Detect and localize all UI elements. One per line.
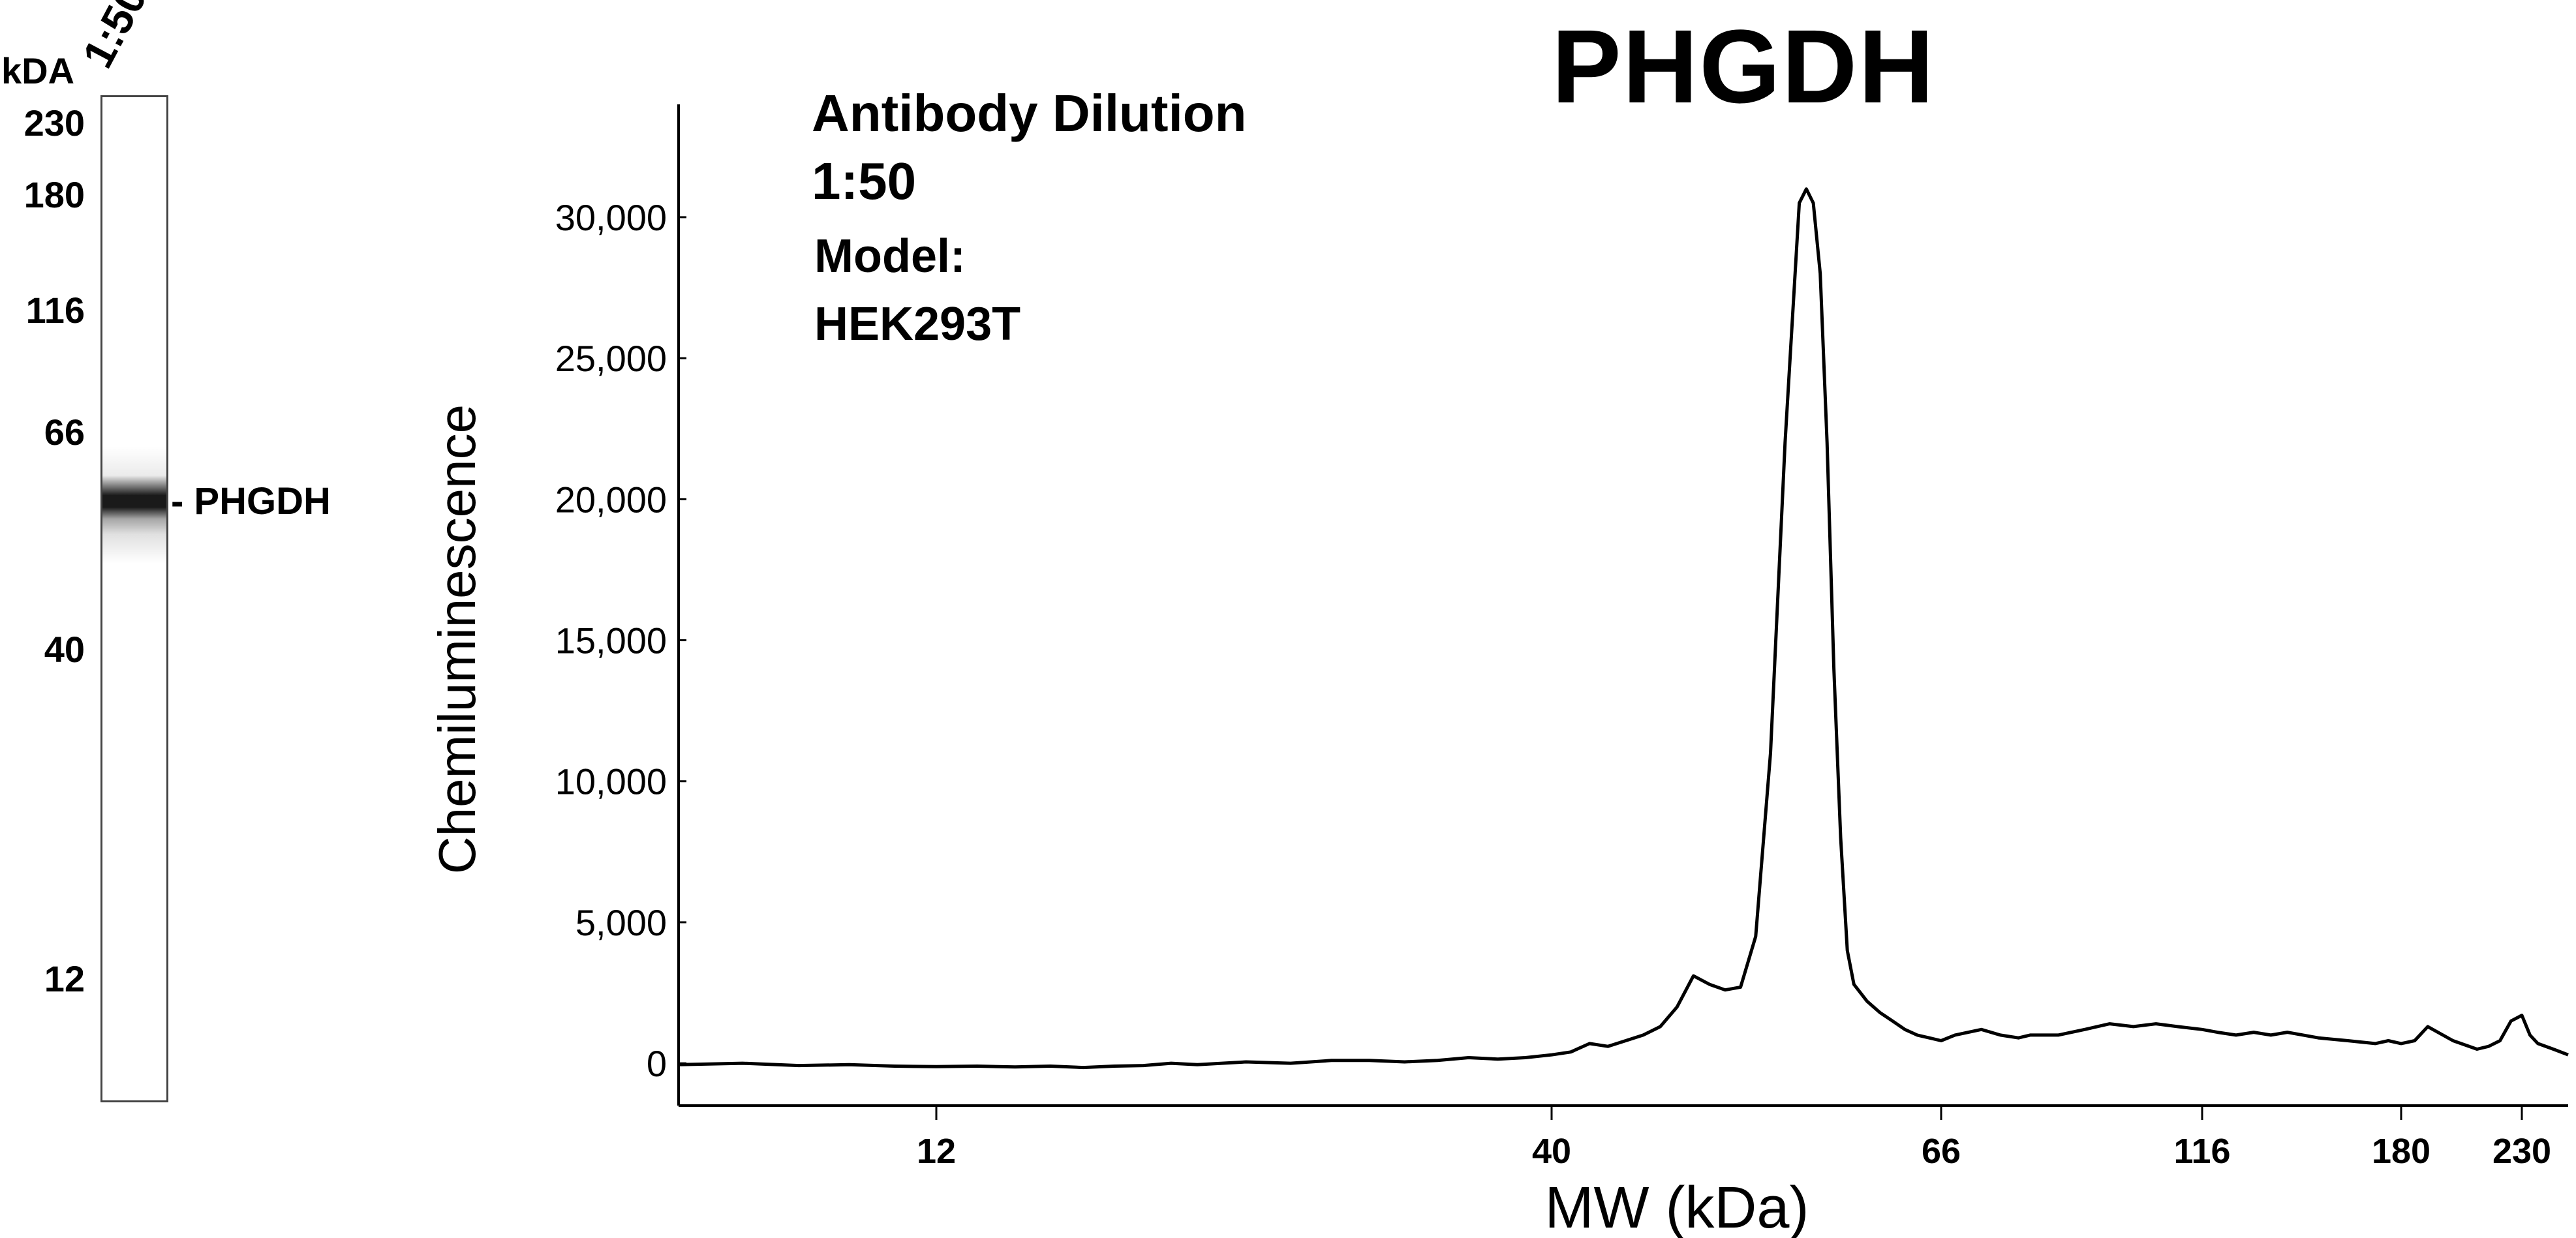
y-tick-label: 15,000 (555, 620, 667, 661)
annotation-model: Model: (814, 230, 966, 282)
y-axis-label: Chemiluminescence (428, 404, 486, 874)
kda-marker-label: 40 (44, 629, 85, 670)
phgdh-band (102, 446, 166, 564)
series-line (678, 187, 2569, 1070)
x-tick-label: 12 (917, 1132, 956, 1171)
y-tick-label: 30,000 (555, 197, 667, 238)
x-tick-label: 116 (2173, 1132, 2230, 1171)
x-tick-label: 40 (1532, 1132, 1571, 1171)
kda-marker-label: 66 (44, 412, 85, 453)
kda-marker-label: 116 (25, 290, 85, 331)
kda-marker-label: 180 (23, 174, 85, 215)
y-tick-label: 0 (647, 1043, 667, 1084)
kda-marker-label: 230 (23, 102, 85, 143)
x-tick-label: 180 (2372, 1132, 2430, 1171)
annotation-antibody-dilution: Antibody Dilution (812, 84, 1247, 142)
kda-marker-label: 12 (44, 958, 85, 999)
y-tick-label: 25,000 (555, 338, 667, 379)
band-label: - PHGDH (171, 480, 331, 523)
x-axis-label: MW (kDa) (1545, 1175, 1809, 1238)
x-tick-label: 66 (1922, 1132, 1961, 1171)
axes (677, 104, 2568, 1107)
x-ticks: 12 40 66 116 180 230 (917, 1106, 2551, 1171)
x-tick-label: 230 (2492, 1132, 2551, 1171)
kda-unit-label: kDA (1, 50, 75, 91)
y-tick-label: 20,000 (555, 479, 667, 520)
y-ticks: 0 5,000 10,000 15,000 20,000 25,000 30,000 (555, 197, 686, 1084)
annotation-cell-line: HEK293T (814, 298, 1021, 350)
capillary-lane (100, 95, 168, 1102)
y-tick-label: 10,000 (555, 761, 667, 802)
y-tick-label: 5,000 (575, 902, 667, 943)
chart-title: PHGDH (1552, 8, 1935, 125)
annotation-dilution-value: 1:50 (812, 152, 917, 210)
